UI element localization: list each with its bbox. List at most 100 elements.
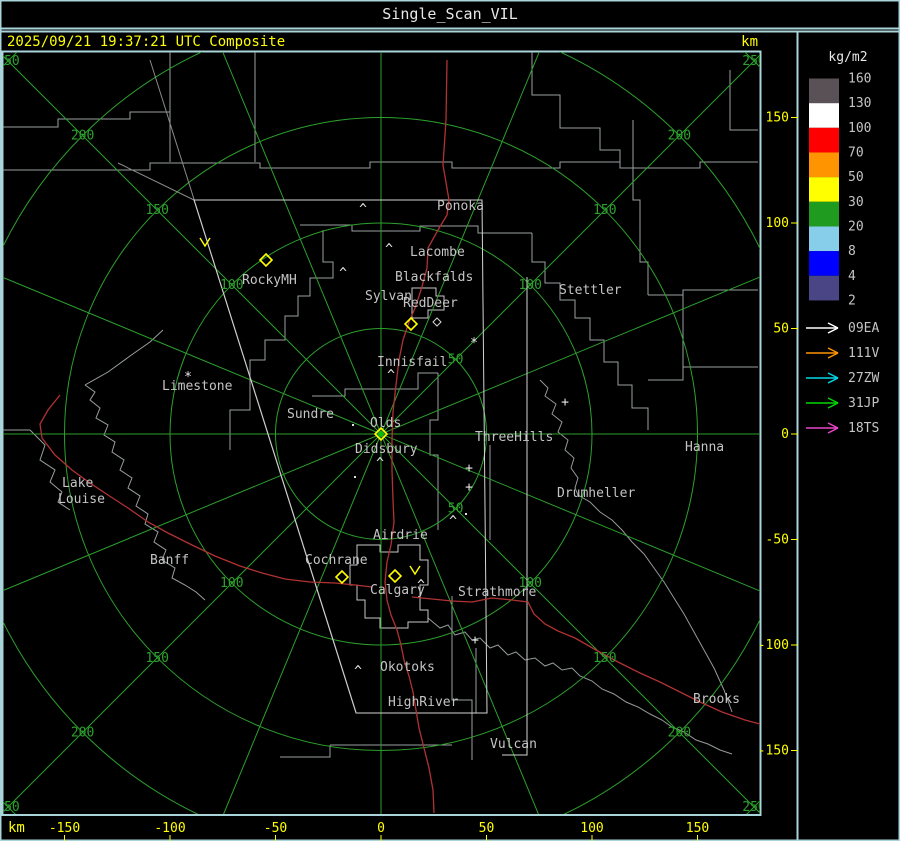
vector-label: 09EA [848, 321, 879, 336]
x-tick-label: 0 [377, 821, 385, 836]
colorbar-swatch [809, 251, 839, 276]
plus-marker: + [471, 633, 479, 648]
range-label-SE-200: 200 [668, 725, 691, 740]
azimuth-line [380, 433, 539, 814]
city-label: Stettler [559, 283, 622, 298]
city-caret-marker: ^ [385, 242, 393, 257]
city-label: Lacombe [410, 245, 465, 260]
range-label-NW-200: 200 [71, 129, 94, 144]
range-label-SE-150: 150 [593, 651, 616, 666]
colorbar-label: 50 [848, 170, 864, 185]
city-label: Olds [370, 416, 401, 431]
dot-marker [352, 424, 354, 426]
azimuth-line [3, 433, 382, 592]
azimuth-line [380, 433, 760, 592]
x-tick-label: -50 [264, 821, 287, 836]
yellow-arrow-marker [409, 565, 421, 576]
vector-arrow-head [827, 372, 839, 384]
city-label: Drumheller [557, 486, 635, 501]
radar-site-diamond [373, 426, 389, 442]
azimuth-line [380, 52, 540, 435]
city-outlines [349, 287, 445, 629]
city-label: Airdrie [373, 528, 428, 543]
city-label: Strathmore [458, 585, 536, 600]
x-tick-label: 100 [580, 821, 603, 836]
city-label: RockyMH [242, 273, 297, 288]
city-label: Ponoka [437, 199, 484, 214]
plus-marker: + [465, 461, 473, 476]
scan-sector-overlay [117, 59, 528, 756]
y-tick-label: 150 [766, 111, 789, 126]
timestamp-label: 2025/09/21 19:37:21 UTC Composite [7, 34, 285, 50]
range-label-SW-200: 200 [71, 725, 94, 740]
bottom-axis-unit-label: km [8, 820, 25, 836]
city-label: Didsbury [355, 442, 418, 457]
dot-marker [354, 476, 356, 478]
range-label-NE-200: 200 [668, 129, 691, 144]
range-label-NE-150: 150 [593, 203, 616, 218]
y-tick-label: 100 [766, 216, 789, 231]
city-caret-marker: ^ [354, 664, 362, 679]
city-label: Hanna [685, 440, 724, 455]
map-frame [1, 50, 762, 816]
colorbar-swatch [809, 226, 839, 252]
colorbar-swatch [809, 152, 839, 178]
city-label: Vulcan [490, 737, 537, 752]
y-tick-label: -150 [758, 744, 789, 759]
city-label: Sundre [287, 407, 334, 422]
plus-marker: + [561, 395, 569, 410]
radar-center-dot [378, 431, 384, 437]
range-label-NW-150: 150 [145, 203, 168, 218]
azimuth-line [380, 276, 760, 435]
x-tick-label: 150 [686, 821, 709, 836]
colorbar-swatch [809, 78, 839, 104]
city-label: Louise [58, 492, 105, 507]
colorbar-swatch [809, 275, 839, 301]
colorbar-units-label: kg/m2 [828, 50, 867, 65]
radar-site-diamond [334, 569, 350, 585]
range-label-SE-50: 50 [448, 502, 464, 517]
vector-legend: 09EA 111V 27ZW 31JP 18TS [806, 321, 879, 436]
highways [39, 59, 760, 814]
vector-arrow-head [827, 322, 839, 334]
range-label-SW-100: 100 [220, 576, 243, 591]
azimuth-line [3, 55, 382, 435]
radar-site-diamond [403, 316, 419, 332]
city-label: Sylvan [365, 289, 412, 304]
city-caret-marker: ^ [359, 202, 367, 217]
azimuth-line [380, 54, 760, 435]
range-label-SW-150: 150 [145, 651, 168, 666]
azimuth-line [3, 433, 382, 813]
vector-label: 111V [848, 346, 879, 361]
city-label: Cochrane [305, 553, 368, 568]
colorbar-label: 70 [848, 145, 864, 160]
range-label-NW-100: 100 [220, 278, 243, 293]
x-tick-label: -150 [49, 821, 80, 836]
rivers [427, 379, 733, 755]
plus-marker: + [465, 480, 473, 495]
range-label-NW-250: 250 [0, 54, 20, 69]
city-caret-marker: ^ [339, 266, 347, 281]
azimuth-line [222, 52, 382, 435]
right-axis-unit-label: km [741, 34, 758, 50]
city-label: Okotoks [380, 660, 435, 675]
colorbar-label: 8 [848, 244, 856, 259]
asterisk-marker: * [470, 336, 478, 351]
municipal-boundaries [3, 52, 758, 760]
window-title: Single_Scan_VIL [382, 5, 517, 23]
dot-marker [465, 513, 467, 515]
asterisk-marker: * [184, 370, 192, 385]
city-caret-marker: ^ [417, 578, 425, 593]
colorbar-label: 20 [848, 219, 864, 234]
colorbar-legend: 160 130 100 70 50 30 20 8 4 2 [809, 72, 871, 308]
range-label-NE-100: 100 [518, 278, 541, 293]
city-label: Brooks [693, 692, 740, 707]
vector-arrow-head [827, 422, 839, 434]
range-label-SE-100: 100 [518, 576, 541, 591]
